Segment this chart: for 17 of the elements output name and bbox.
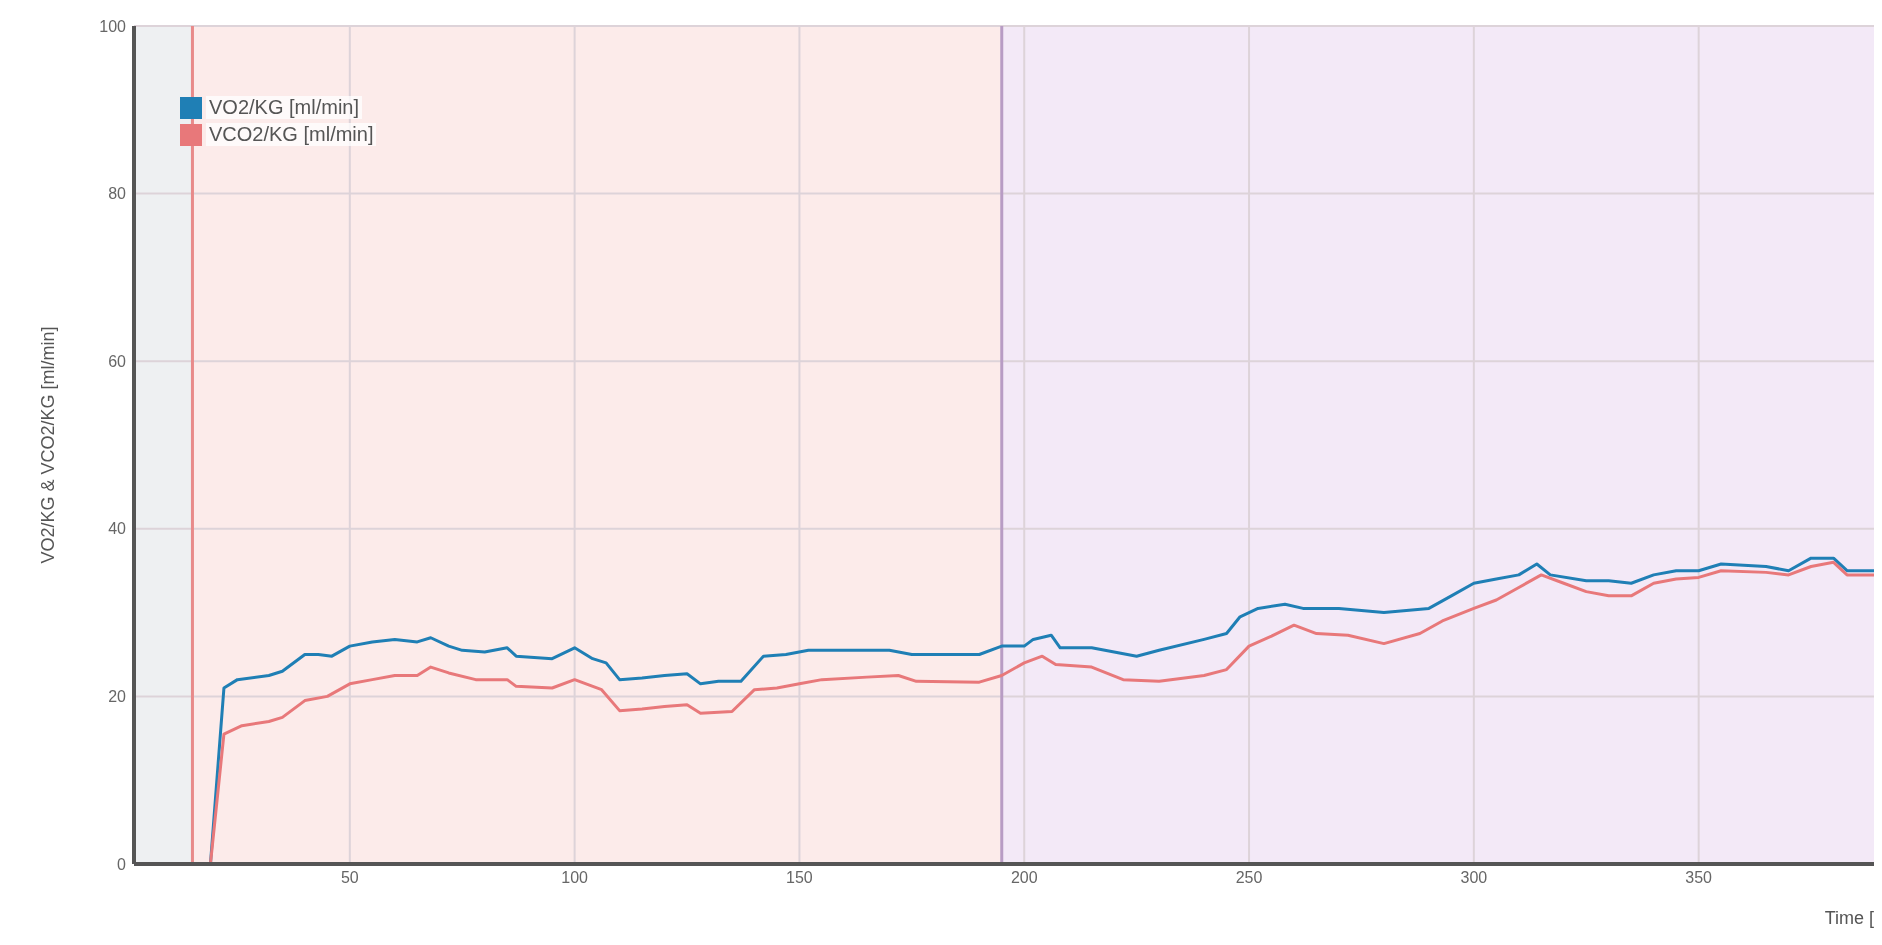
y-tick-label: 60	[108, 352, 127, 370]
x-tick-label: 300	[1460, 869, 1488, 887]
x-axis-title: Time [	[1824, 908, 1874, 928]
y-axis-title: VO2/KG & VCO2/KG [ml/min]	[38, 326, 59, 564]
x-tick-label: 250	[1235, 869, 1263, 887]
x-tick-label: 150	[786, 869, 813, 887]
legend-label: VO2/KG [ml/min]	[206, 96, 363, 119]
x-tick-label: 350	[1685, 869, 1713, 887]
x-tick-label: 100	[561, 869, 589, 887]
y-tick-label: 100	[99, 17, 127, 35]
y-tick-label: 40	[108, 520, 127, 538]
y-tick-label: 0	[117, 855, 127, 873]
x-tick-label: 200	[1010, 869, 1038, 887]
legend-label: VCO2/KG [ml/min]	[206, 123, 377, 146]
y-tick-label: 80	[108, 185, 127, 203]
y-tick-label: 20	[108, 688, 127, 706]
x-tick-label: 50	[340, 869, 359, 887]
